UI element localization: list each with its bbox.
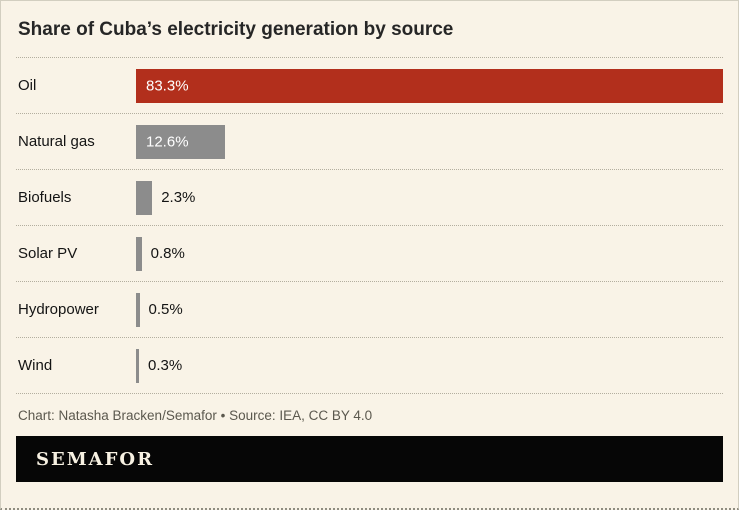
value-label: 0.8%: [150, 245, 185, 262]
category-label: Biofuels: [18, 189, 72, 206]
semafor-logo-bar: SEMAFOR: [16, 436, 723, 482]
page-title: Share of Cuba’s electricity generation b…: [18, 19, 454, 40]
value-label: 83.3%: [146, 77, 189, 94]
semafor-wordmark: SEMAFOR: [36, 448, 155, 470]
category-label: Natural gas: [18, 133, 95, 150]
bar-chart: Oil 83.3% Natural gas 12.6% Biofuels 2.3…: [16, 58, 723, 394]
chart-row: Natural gas 12.6%: [16, 114, 723, 170]
value-label: 12.6%: [146, 133, 189, 150]
bar-area: 0.8%: [136, 226, 723, 281]
bar-area: 0.3%: [136, 338, 723, 393]
category-label: Solar PV: [18, 245, 78, 262]
bar-area: 83.3%: [136, 58, 723, 113]
bar: [136, 68, 723, 103]
bar: [136, 348, 139, 383]
value-label: 0.5%: [148, 301, 183, 318]
bar: [136, 292, 140, 327]
category-label: Oil: [18, 77, 37, 94]
chart-credit: Chart: Natasha Bracken/Semafor • Source:…: [18, 408, 373, 423]
chart-row: Wind 0.3%: [16, 338, 723, 394]
bar: [136, 124, 225, 159]
bar: [136, 180, 153, 215]
chart-row: Hydropower 0.5%: [16, 282, 723, 338]
chart-row: Solar PV 0.8%: [16, 226, 723, 282]
bar: [136, 236, 142, 271]
bar-area: 12.6%: [136, 114, 723, 169]
chart-row: Oil 83.3%: [16, 58, 723, 114]
chart-row: Biofuels 2.3%: [16, 170, 723, 226]
value-label: 0.3%: [148, 357, 183, 374]
category-label: Wind: [18, 357, 53, 374]
bar-area: 0.5%: [136, 282, 723, 337]
bar-area: 2.3%: [136, 170, 723, 225]
chart-header: Share of Cuba’s electricity generation b…: [16, 1, 723, 58]
value-label: 2.3%: [161, 189, 196, 206]
category-label: Hydropower: [18, 301, 99, 318]
